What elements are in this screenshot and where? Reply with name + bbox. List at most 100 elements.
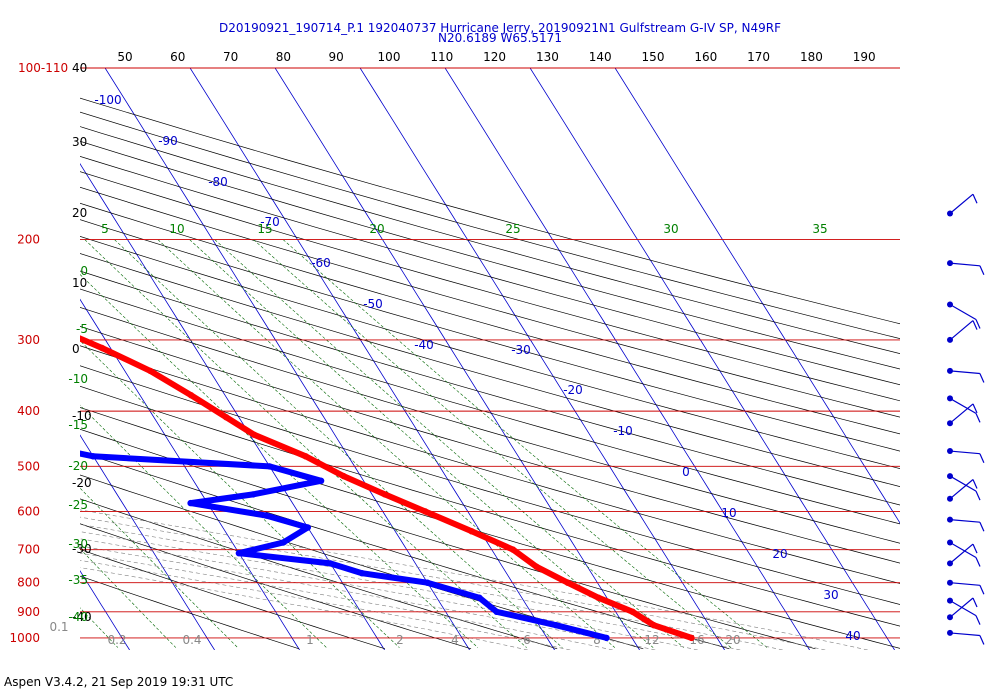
isotherm-label: -90 — [158, 134, 178, 148]
isotherm-label: 20 — [772, 547, 787, 561]
dewpoint-trace-point — [12, 437, 18, 443]
wind-barb-flag — [972, 479, 978, 489]
isotherm-label: 30 — [823, 588, 838, 602]
dry-adiabat-line — [80, 428, 816, 650]
mixing-ratio-label: 20 — [369, 222, 384, 236]
dry-adiabat-line — [80, 345, 900, 584]
mixing-ratio-label: 5 — [101, 222, 109, 236]
wind-barb-staff — [949, 632, 980, 637]
moist-adiabat-line — [80, 531, 741, 650]
dry-adiabat-line — [80, 407, 900, 649]
dewpoint-trace-point — [235, 550, 243, 557]
isotherm-line — [0, 68, 45, 650]
wind-barb-flag — [975, 319, 981, 329]
mixing-ratio-line — [253, 239, 732, 648]
moist-adiabat-line — [80, 567, 528, 650]
left-tick-label: 40 — [72, 61, 87, 75]
dewpoint-trace-point — [187, 499, 194, 507]
dewpoint-trace — [80, 450, 610, 641]
pressure-tick-label: 800 — [17, 576, 40, 590]
temperature-trace-point — [509, 546, 517, 553]
mixing-ratio-bottom-label: 0.4 — [182, 633, 201, 647]
moist-adiabat-line — [80, 552, 613, 650]
isotherm-label: -80 — [208, 175, 228, 189]
dry-adiabat-line — [80, 126, 900, 354]
temperature-trace-point — [302, 453, 309, 460]
wind-barb-staff — [949, 397, 977, 414]
dewpoint-trace-point — [263, 512, 270, 519]
dry-adiabat-line — [80, 549, 386, 650]
theta-e-label: -35 — [68, 573, 88, 587]
wind-barb-staff — [949, 262, 980, 267]
temperature-trace-point — [222, 414, 230, 421]
mixing-ratio-label: 15 — [257, 222, 272, 236]
dry-adiabat-line — [80, 270, 900, 506]
dewpoint-trace-point — [57, 414, 63, 420]
moist-adiabat-line — [80, 516, 826, 650]
wind-barb-staff — [949, 479, 974, 500]
dry-adiabat-line — [80, 111, 900, 339]
top-tick-label: 60 — [170, 50, 185, 64]
mixing-ratio-label: 10 — [169, 222, 184, 236]
dry-adiabat-line — [80, 219, 900, 452]
wind-barb-flag — [979, 585, 985, 595]
theta-e-label: -40 — [68, 610, 88, 624]
footer-text: Aspen V3.4.2, 21 Sep 2019 19:31 UTC — [4, 675, 234, 689]
wind-barb-flag — [979, 453, 985, 463]
pressure-tick-label: 100-110 — [18, 61, 68, 75]
dewpoint-trace-point — [493, 608, 500, 615]
mixing-ratio-line — [114, 239, 563, 648]
mixing-ratio-bottom-label: 8 — [593, 633, 601, 647]
isotherm-line — [80, 298, 300, 650]
temperature-trace-point — [381, 491, 389, 498]
pressure-tick-label: 900 — [17, 605, 40, 619]
wind-barb-flag — [972, 597, 978, 608]
temperature-trace-point — [187, 392, 195, 399]
dry-adiabat-line — [80, 288, 900, 525]
mixing-ratio-line — [84, 239, 527, 648]
dewpoint-trace-point — [266, 463, 273, 470]
pressure-tick-label: 600 — [17, 504, 40, 518]
left-tick-label: 20 — [72, 206, 87, 220]
top-tick-label: 160 — [694, 50, 717, 64]
wind-barb-flag — [979, 635, 985, 645]
isotherm-label: -10 — [613, 424, 633, 438]
wind-barb-flag — [975, 557, 981, 567]
theta-e-label: -25 — [68, 498, 88, 512]
wind-barb-staff — [949, 582, 980, 586]
top-tick-label: 180 — [800, 50, 823, 64]
dry-adiabat-line — [80, 575, 300, 650]
mixing-ratio-label: 25 — [505, 222, 520, 236]
dewpoint-trace-point — [317, 477, 325, 484]
wind-barb-staff — [949, 450, 980, 455]
pressure-tick-label: 500 — [17, 459, 40, 473]
isotherm-line — [614, 68, 900, 524]
dry-adiabat-line — [80, 307, 900, 544]
moist-adiabat-line — [80, 545, 656, 650]
top-tick-label: 140 — [589, 50, 612, 64]
left-tick-label: -10 — [72, 409, 92, 423]
isotherm-line — [529, 68, 895, 650]
pressure-tick-label: 300 — [17, 333, 40, 347]
moist-adiabat-line — [80, 560, 571, 650]
isotherm-line — [80, 434, 215, 650]
dry-adiabat-line — [80, 474, 644, 650]
mixing-ratio-label: 35 — [812, 222, 827, 236]
temperature-trace-point — [422, 508, 429, 515]
wind-barb-flag — [979, 521, 985, 532]
temperature-trace-point — [564, 579, 571, 586]
wind-barb-flag — [972, 320, 978, 330]
wind-barb-flag — [972, 543, 978, 554]
dry-adiabat-line — [80, 498, 558, 650]
isotherm-label: 10 — [721, 506, 736, 520]
temperature-trace-point — [533, 563, 540, 570]
wind-barb-staff — [949, 543, 974, 564]
dewpoint-trace-point — [358, 570, 366, 577]
theta-e-label: -20 — [68, 459, 88, 473]
dry-adiabat-line — [80, 523, 472, 650]
dry-adiabat-line — [80, 365, 900, 605]
temperature-trace-point — [688, 634, 695, 642]
left-tick-label: 10 — [72, 276, 87, 290]
wind-barb-flag — [979, 265, 985, 276]
wind-barb-staff — [949, 475, 977, 492]
